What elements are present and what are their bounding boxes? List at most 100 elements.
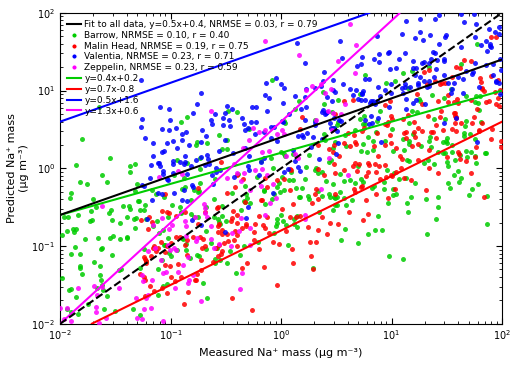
- Point: [166, 274, 175, 280]
- Point: [145, 214, 153, 219]
- Point: [223, 260, 232, 266]
- Point: [441, 150, 449, 156]
- Point: [405, 120, 413, 126]
- Point: [296, 195, 304, 200]
- Point: [370, 56, 379, 62]
- Point: [140, 202, 149, 208]
- Point: [180, 301, 189, 307]
- Point: [471, 135, 479, 141]
- Point: [69, 229, 78, 235]
- Point: [470, 11, 478, 16]
- Point: [421, 101, 429, 107]
- Point: [312, 239, 320, 245]
- Point: [486, 44, 495, 50]
- Point: [291, 151, 299, 157]
- Point: [456, 156, 465, 162]
- Point: [76, 265, 84, 271]
- Point: [399, 256, 407, 262]
- Point: [304, 224, 312, 230]
- Point: [318, 193, 326, 199]
- Point: [395, 176, 403, 182]
- Point: [474, 181, 482, 187]
- Point: [483, 48, 492, 54]
- Point: [422, 196, 430, 201]
- Point: [459, 132, 468, 138]
- Point: [132, 295, 140, 301]
- Point: [486, 43, 495, 49]
- Point: [150, 288, 158, 294]
- Point: [213, 253, 222, 258]
- Point: [486, 34, 495, 40]
- Point: [241, 127, 249, 133]
- Point: [297, 132, 306, 138]
- Point: [107, 252, 116, 258]
- Point: [386, 81, 395, 87]
- Point: [180, 187, 188, 193]
- Point: [93, 292, 101, 298]
- Point: [256, 159, 265, 165]
- Point: [412, 97, 421, 103]
- Point: [293, 132, 301, 138]
- Point: [450, 173, 458, 178]
- Point: [188, 182, 196, 188]
- Point: [453, 74, 462, 80]
- Point: [218, 248, 226, 254]
- Point: [454, 150, 462, 155]
- Point: [284, 166, 293, 172]
- Point: [280, 85, 289, 91]
- Point: [442, 138, 450, 144]
- Point: [89, 196, 97, 202]
- Point: [140, 207, 148, 213]
- Point: [282, 228, 291, 234]
- Point: [227, 218, 236, 224]
- Point: [218, 213, 226, 219]
- Point: [400, 50, 409, 56]
- Point: [436, 114, 444, 120]
- Point: [92, 204, 100, 210]
- Point: [381, 87, 390, 92]
- Point: [156, 104, 164, 110]
- Point: [161, 262, 169, 268]
- Point: [364, 162, 372, 168]
- Point: [228, 295, 236, 301]
- Point: [369, 138, 377, 144]
- Point: [418, 101, 426, 107]
- Point: [140, 183, 148, 189]
- Point: [411, 134, 419, 140]
- Point: [280, 176, 288, 182]
- Point: [311, 186, 320, 192]
- Point: [152, 192, 160, 197]
- Point: [362, 197, 370, 203]
- Point: [153, 218, 161, 224]
- Point: [132, 215, 140, 220]
- Point: [493, 77, 501, 83]
- Point: [339, 81, 348, 87]
- Point: [322, 94, 330, 100]
- Point: [441, 80, 450, 86]
- Point: [311, 119, 319, 124]
- Point: [452, 128, 460, 134]
- Point: [448, 126, 456, 131]
- Point: [442, 135, 451, 141]
- Point: [356, 116, 364, 122]
- Point: [166, 240, 175, 246]
- Point: [392, 191, 400, 197]
- Point: [481, 150, 490, 156]
- Point: [296, 213, 304, 219]
- Point: [198, 280, 207, 286]
- Point: [336, 171, 344, 177]
- Point: [290, 220, 298, 226]
- Point: [239, 145, 247, 150]
- Point: [491, 89, 499, 95]
- Point: [376, 93, 384, 99]
- Point: [208, 259, 217, 265]
- Point: [361, 120, 369, 126]
- Point: [329, 110, 338, 116]
- Point: [205, 161, 213, 166]
- Point: [214, 219, 223, 225]
- Point: [237, 207, 245, 213]
- Point: [440, 120, 449, 126]
- Point: [249, 126, 257, 131]
- Point: [380, 122, 388, 127]
- Point: [150, 243, 159, 249]
